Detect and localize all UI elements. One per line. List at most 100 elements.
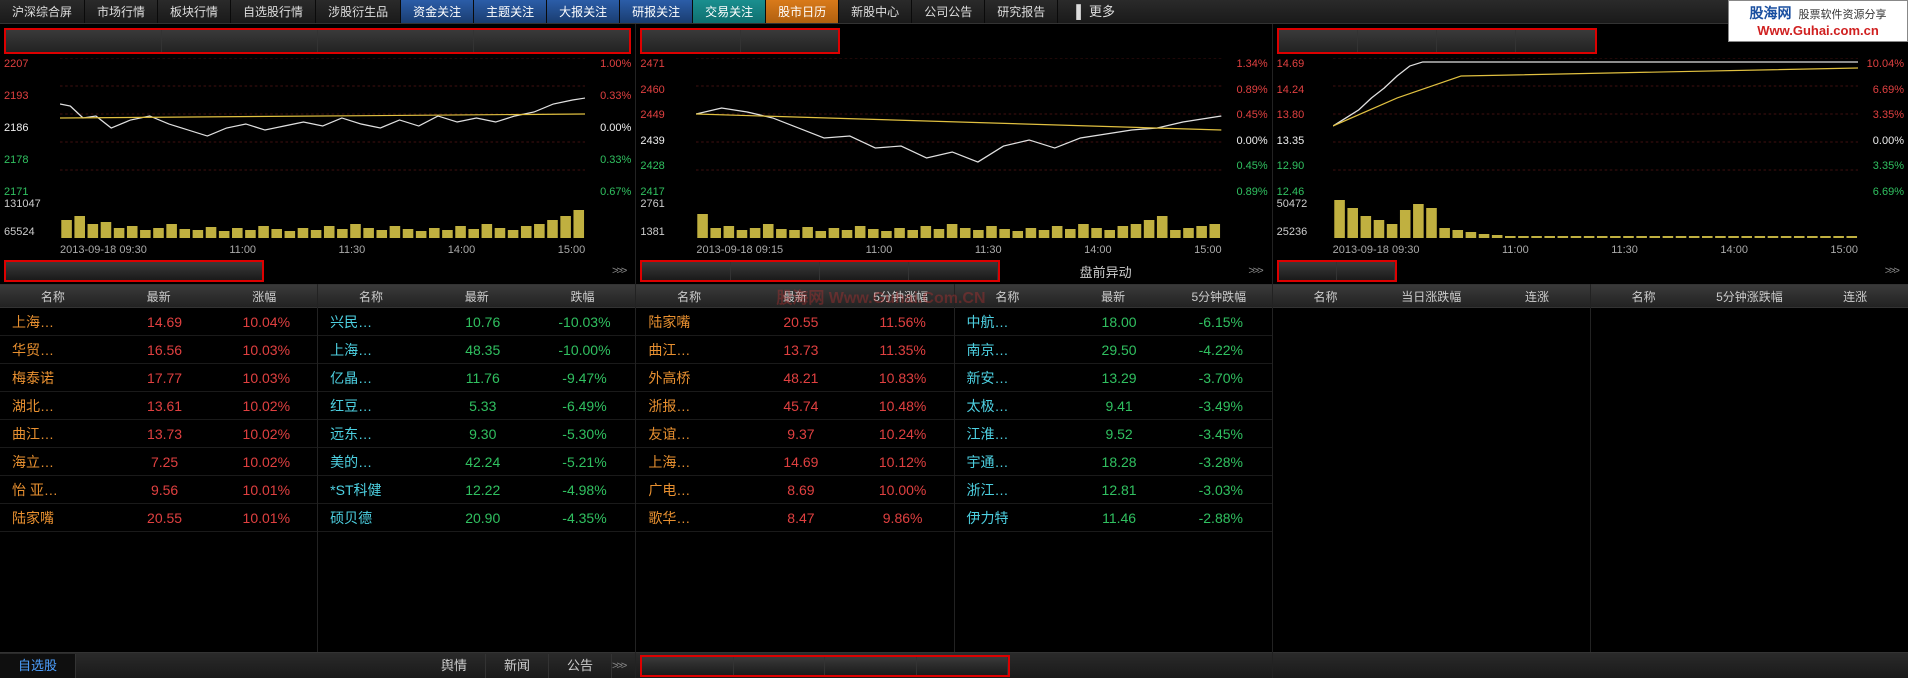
nav-tab-12[interactable]: 公司公告 bbox=[912, 0, 985, 23]
th[interactable]: 当日涨跌幅 bbox=[1378, 288, 1484, 305]
th[interactable]: 跌幅 bbox=[530, 288, 636, 305]
nav-tab-8[interactable]: 研报关注 bbox=[620, 0, 693, 23]
table-row[interactable]: 海立…7.2510.02% bbox=[0, 448, 317, 476]
bottom-tab-1[interactable]: 舆情 bbox=[423, 654, 486, 678]
chart-header-tab[interactable] bbox=[318, 30, 474, 52]
table-row[interactable]: 怡 亚…9.5610.01% bbox=[0, 476, 317, 504]
th[interactable]: 名称 bbox=[318, 288, 424, 305]
th[interactable]: 连涨 bbox=[1802, 288, 1908, 305]
chart-header-tab[interactable] bbox=[741, 30, 839, 52]
table-header: 名称5分钟涨跌幅连涨 bbox=[1591, 284, 1908, 308]
bottom-tab-3[interactable]: 公告 bbox=[549, 654, 612, 678]
nav-tab-9[interactable]: 交易关注 bbox=[693, 0, 766, 23]
table-row[interactable]: 曲江…13.7311.35% bbox=[636, 336, 953, 364]
table-row[interactable]: 曲江…13.7310.02% bbox=[0, 420, 317, 448]
chart-header-tab[interactable] bbox=[642, 30, 741, 52]
table-row[interactable]: 硕贝德20.90-4.35% bbox=[318, 504, 635, 532]
table-row[interactable]: 湖北…13.6110.02% bbox=[0, 392, 317, 420]
nav-tab-7[interactable]: 大报关注 bbox=[547, 0, 620, 23]
nav-tab-4[interactable]: 涉股衍生品 bbox=[316, 0, 401, 23]
sub-tab[interactable] bbox=[731, 262, 820, 280]
chart-header-tab[interactable] bbox=[1279, 30, 1358, 52]
table-row[interactable]: 新安…13.29-3.70% bbox=[955, 364, 1272, 392]
more-arrow[interactable]: >>> bbox=[612, 265, 635, 277]
table-row[interactable]: *ST科健12.22-4.98% bbox=[318, 476, 635, 504]
th[interactable]: 5分钟涨幅 bbox=[848, 288, 954, 305]
table-row[interactable]: 陆家嘴20.5510.01% bbox=[0, 504, 317, 532]
nav-tab-2[interactable]: 板块行情 bbox=[158, 0, 231, 23]
table-row[interactable]: 歌华…8.479.86% bbox=[636, 504, 953, 532]
nav-tab-10[interactable]: 股市日历 bbox=[766, 0, 839, 23]
nav-tab-0[interactable]: 沪深综合屏 bbox=[0, 0, 85, 23]
sub-tab[interactable] bbox=[909, 262, 998, 280]
sub-tab[interactable] bbox=[1337, 262, 1395, 280]
half-table: 名称5分钟涨跌幅连涨 bbox=[1591, 284, 1908, 652]
table-row[interactable]: 太极…9.41-3.49% bbox=[955, 392, 1272, 420]
table-row[interactable]: 华贸…16.5610.03% bbox=[0, 336, 317, 364]
bottom-tab-2[interactable]: 新闻 bbox=[486, 654, 549, 678]
nav-more[interactable]: ▌ 更多 bbox=[1066, 0, 1125, 23]
sub-header: 盘前异动>>> bbox=[636, 258, 1271, 284]
table-row[interactable]: 南京…29.50-4.22% bbox=[955, 336, 1272, 364]
table-row[interactable]: 浙报…45.7410.48% bbox=[636, 392, 953, 420]
th[interactable]: 最新 bbox=[424, 288, 530, 305]
table-row[interactable]: 美的…42.24-5.21% bbox=[318, 448, 635, 476]
bottom-redbox-tab[interactable] bbox=[642, 657, 734, 675]
th[interactable]: 连涨 bbox=[1484, 288, 1590, 305]
chart-header-tab[interactable] bbox=[1437, 30, 1516, 52]
table-row[interactable]: 宇通…18.28-3.28% bbox=[955, 448, 1272, 476]
nav-tab-1[interactable]: 市场行情 bbox=[85, 0, 158, 23]
table-row[interactable]: 兴民…10.76-10.03% bbox=[318, 308, 635, 336]
sub-tab[interactable] bbox=[820, 262, 909, 280]
bottom-redbox-tab[interactable] bbox=[917, 657, 1009, 675]
table-row[interactable]: 中航…18.00-6.15% bbox=[955, 308, 1272, 336]
cell-price: 12.22 bbox=[432, 482, 534, 498]
chart-header-tab[interactable] bbox=[162, 30, 318, 52]
nav-tab-5[interactable]: 资金关注 bbox=[401, 0, 474, 23]
nav-tab-3[interactable]: 自选股行情 bbox=[231, 0, 316, 23]
th[interactable]: 名称 bbox=[1273, 288, 1379, 305]
bottom-redbox-tab[interactable] bbox=[825, 657, 917, 675]
th[interactable]: 名称 bbox=[0, 288, 106, 305]
sub-tab[interactable] bbox=[642, 262, 731, 280]
th[interactable]: 最新 bbox=[106, 288, 212, 305]
chart-header-tab[interactable] bbox=[6, 30, 162, 52]
cell-pct: -4.35% bbox=[534, 510, 636, 526]
th[interactable]: 5分钟涨跌幅 bbox=[1697, 288, 1803, 305]
th[interactable]: 最新 bbox=[742, 288, 848, 305]
table-row[interactable]: 广电…8.6910.00% bbox=[636, 476, 953, 504]
table-row[interactable]: 远东…9.30-5.30% bbox=[318, 420, 635, 448]
table-row[interactable]: 上海…14.6910.04% bbox=[0, 308, 317, 336]
th[interactable]: 5分钟跌幅 bbox=[1166, 288, 1272, 305]
bottom-bar bbox=[1273, 652, 1908, 678]
th[interactable]: 涨幅 bbox=[211, 288, 317, 305]
cell-name: 浙报… bbox=[636, 396, 750, 416]
nav-tab-6[interactable]: 主题关注 bbox=[474, 0, 547, 23]
more-arrow[interactable]: >>> bbox=[1885, 265, 1908, 277]
th[interactable]: 名称 bbox=[955, 288, 1061, 305]
table-row[interactable]: 友谊…9.3710.24% bbox=[636, 420, 953, 448]
nav-tab-13[interactable]: 研究报告 bbox=[985, 0, 1058, 23]
more-arrow[interactable]: >>> bbox=[1248, 265, 1271, 277]
table-row[interactable]: 外高桥48.2110.83% bbox=[636, 364, 953, 392]
table-row[interactable]: 江淮…9.52-3.45% bbox=[955, 420, 1272, 448]
table-row[interactable]: 亿晶…11.76-9.47% bbox=[318, 364, 635, 392]
chart-header-tab[interactable] bbox=[474, 30, 629, 52]
th[interactable]: 名称 bbox=[1591, 288, 1697, 305]
th[interactable]: 名称 bbox=[636, 288, 742, 305]
bottom-arrow[interactable]: >>> bbox=[612, 660, 635, 672]
table-row[interactable]: 陆家嘴20.5511.56% bbox=[636, 308, 953, 336]
nav-tab-11[interactable]: 新股中心 bbox=[839, 0, 912, 23]
bottom-tab-0[interactable]: 自选股 bbox=[0, 654, 76, 678]
table-row[interactable]: 上海…48.35-10.00% bbox=[318, 336, 635, 364]
table-row[interactable]: 浙江…12.81-3.03% bbox=[955, 476, 1272, 504]
table-row[interactable]: 上海…14.6910.12% bbox=[636, 448, 953, 476]
chart-header-tab[interactable] bbox=[1358, 30, 1437, 52]
table-row[interactable]: 红豆…5.33-6.49% bbox=[318, 392, 635, 420]
bottom-redbox-tab[interactable] bbox=[734, 657, 826, 675]
chart-header-tab[interactable] bbox=[1516, 30, 1594, 52]
th[interactable]: 最新 bbox=[1060, 288, 1166, 305]
sub-tab[interactable] bbox=[1279, 262, 1337, 280]
table-row[interactable]: 伊力特11.46-2.88% bbox=[955, 504, 1272, 532]
table-row[interactable]: 梅泰诺17.7710.03% bbox=[0, 364, 317, 392]
